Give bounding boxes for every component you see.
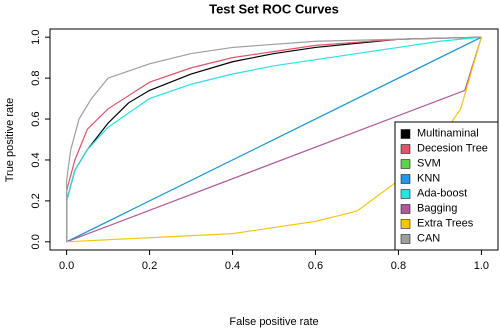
legend-label: Ada-boost [417, 187, 467, 199]
legend-label: Multinaminal [417, 127, 479, 139]
y-tick-label: 0.8 [30, 70, 42, 85]
legend-swatch [400, 189, 411, 199]
legend-label: KNN [417, 172, 440, 184]
roc-line [65, 36, 482, 242]
x-tick-label: 0.4 [225, 260, 240, 272]
y-tick-label: 0.2 [30, 193, 42, 208]
roc-line [66, 37, 482, 243]
legend-label: CAN [417, 232, 440, 244]
legend-swatch [400, 144, 411, 154]
y-tick-label: 0.4 [30, 152, 42, 167]
roc-line [65, 36, 482, 242]
chart-title: Test Set ROC Curves [209, 1, 339, 16]
x-tick-label: 0.8 [391, 260, 406, 272]
legend-swatch [400, 204, 411, 214]
legend-label: Decesion Tree [417, 142, 488, 154]
y-tick-label: 0.6 [30, 111, 42, 126]
legend-swatch [400, 219, 411, 229]
x-tick-label: 0.0 [59, 260, 74, 272]
x-tick-label: 0.2 [142, 260, 157, 272]
roc-line [65, 36, 482, 242]
legend-box [394, 121, 499, 251]
x-tick-label: 0.6 [308, 260, 323, 272]
roc-line [66, 36, 482, 243]
x-tick-label: 1.0 [474, 260, 489, 272]
legend-swatch [400, 174, 411, 184]
legend-swatch [400, 129, 411, 139]
y-tick-label: 0.0 [30, 234, 42, 249]
y-tick-label: 1.0 [30, 30, 42, 45]
legend-label: Extra Trees [417, 217, 474, 229]
legend-swatch [400, 234, 411, 244]
y-axis-label: True positive rate [4, 98, 16, 183]
x-axis-label: False positive rate [229, 316, 318, 328]
legend-label: Bagging [417, 202, 457, 214]
legend-swatch [400, 159, 411, 169]
legend-label: SVM [417, 157, 441, 169]
